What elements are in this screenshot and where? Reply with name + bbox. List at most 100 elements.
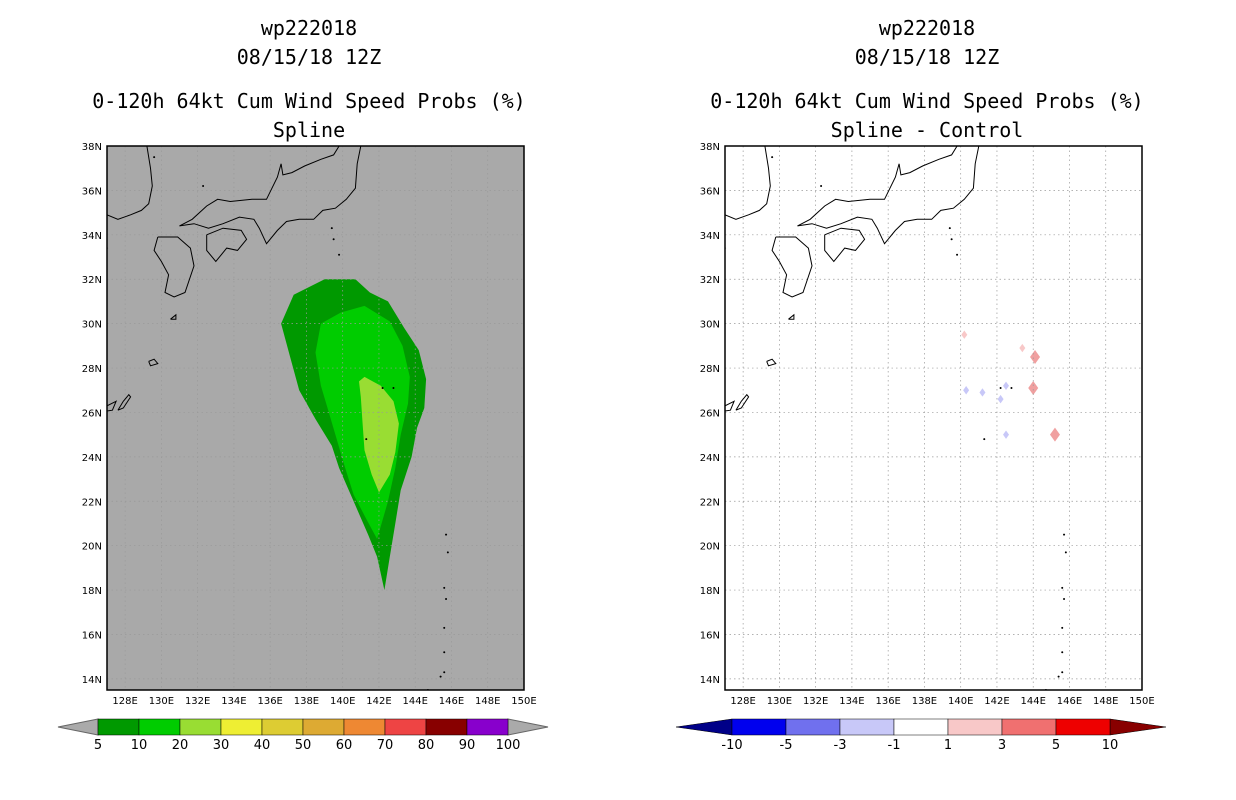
coastline [725,400,736,412]
x-tick-label: 128E [730,696,755,707]
colorbar-end-left [675,718,733,736]
colorbar-swatch [220,718,263,736]
subtitle: Spline - Control [830,118,1024,142]
coastline [107,247,109,249]
colorbar-label: 3 [998,738,1006,753]
coastline [107,146,153,220]
x-tick-label: 144E [1021,696,1046,707]
gridlines [725,146,1142,690]
island [338,253,341,256]
island [1061,586,1064,589]
datetime-title: 08/15/18 12Z [854,45,1000,69]
difference-mark [963,386,970,395]
y-tick-label: 22N [82,497,102,508]
x-tick-label: 134E [221,696,246,707]
y-tick-label: 30N [700,320,720,331]
x-tick-label: 150E [1129,696,1154,707]
storm-id-title: wp222018 [260,16,358,40]
y-tick-label: 34N [82,231,102,242]
x-tick-label: 138E [912,696,937,707]
colorbar-end-right [1109,718,1167,736]
y-tick-label: 34N [700,231,720,242]
product-title: 0-120h 64kt Cum Wind Speed Probs (%) [710,89,1144,113]
colorbar-label: 5 [1052,738,1060,753]
y-tick-label: 14N [82,675,102,686]
y-tick-label: 32N [82,275,102,286]
island [443,626,446,629]
colorbar-swatch [261,718,304,736]
colorbar-swatch [893,718,949,736]
x-tick-label: 150E [511,696,536,707]
island [999,387,1002,390]
x-tick-label: 132E [185,696,210,707]
coastline [824,227,866,263]
panel-spline-minus-control: wp222018 08/15/18 12Z 0-120h 64kt Cum Wi… [618,0,1236,800]
x-tick-label: 144E [403,696,428,707]
colorbar-label: -10 [721,738,742,753]
coastline [153,236,195,298]
colorbar-swatch [947,718,1003,736]
coastline [206,227,248,263]
y-tick-label: 36N [82,186,102,197]
y-tick-label: 16N [700,630,720,641]
island [1063,533,1066,536]
coastline [148,358,159,367]
x-tick-label: 134E [839,696,864,707]
difference-mark [997,394,1004,404]
island [445,533,448,536]
colorbar-label: -5 [780,738,793,753]
y-tick-label: 20N [82,542,102,553]
y-tick-label: 24N [700,453,720,464]
y-tick-label: 22N [700,497,720,508]
map-border [106,145,525,691]
colorbar-swatch [97,718,140,736]
island [1061,626,1064,629]
colorbar-label: 5 [94,738,102,753]
island [365,438,368,441]
storm-id-title: wp222018 [878,16,976,40]
y-tick-label: 28N [700,364,720,375]
x-tick-label: 142E [984,696,1009,707]
x-tick-label: 140E [330,696,355,707]
y-tick-label: 38N [82,142,102,153]
difference-mark [1019,343,1026,353]
coastline [788,313,795,320]
map-border [724,145,1143,691]
difference-mark [1003,430,1010,439]
colorbar-label: 90 [459,738,476,753]
y-tick-label: 14N [700,675,720,686]
island [948,227,951,230]
island [332,238,335,241]
x-tick-label: 136E [257,696,282,707]
colorbar-swatch [785,718,841,736]
colorbar-label: 50 [295,738,312,753]
x-tick-label: 146E [439,696,464,707]
y-tick-label: 32N [700,275,720,286]
y-tick-label: 28N [82,364,102,375]
island [446,551,449,554]
difference-mark [961,330,968,339]
y-tick-label: 26N [700,408,720,419]
difference-mark [1049,427,1060,442]
island [1064,551,1067,554]
island [439,675,442,678]
island [1063,597,1066,600]
colorbar-label: 40 [254,738,271,753]
colorbar-label: 60 [336,738,353,753]
island [153,156,156,159]
island [392,387,395,390]
colorbar: 5 10 20 30 40 50 60 70 80 90 100 [57,718,549,753]
x-tick-label: 142E [366,696,391,707]
coastline [725,247,727,249]
colorbar-label: 10 [1102,738,1119,753]
colorbar-swatch [302,718,345,736]
colorbar-label: 10 [131,738,148,753]
map-frame-group [724,145,1143,691]
map-frame-group [106,145,525,691]
colorbar-swatch [1001,718,1057,736]
y-tick-label: 36N [700,186,720,197]
colorbar-swatch [731,718,787,736]
colorbar-swatch [179,718,222,736]
colorbar-label: -3 [834,738,847,753]
colorbar-swatch [138,718,181,736]
